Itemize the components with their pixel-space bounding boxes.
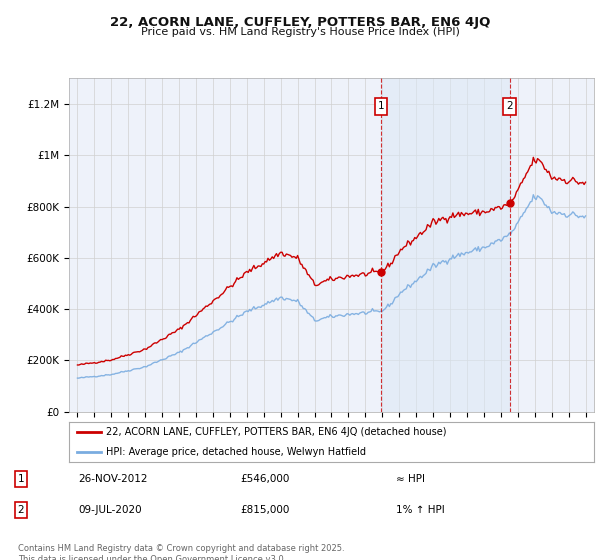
Text: £815,000: £815,000 [240,505,289,515]
Text: 2: 2 [17,505,25,515]
Text: 22, ACORN LANE, CUFFLEY, POTTERS BAR, EN6 4JQ: 22, ACORN LANE, CUFFLEY, POTTERS BAR, EN… [110,16,490,29]
Text: 22, ACORN LANE, CUFFLEY, POTTERS BAR, EN6 4JQ (detached house): 22, ACORN LANE, CUFFLEY, POTTERS BAR, EN… [106,427,446,437]
Text: Contains HM Land Registry data © Crown copyright and database right 2025.
This d: Contains HM Land Registry data © Crown c… [18,544,344,560]
Text: HPI: Average price, detached house, Welwyn Hatfield: HPI: Average price, detached house, Welw… [106,447,366,457]
Text: 1: 1 [17,474,25,484]
Text: 1: 1 [377,101,384,111]
Text: £546,000: £546,000 [240,474,289,484]
Text: Price paid vs. HM Land Registry's House Price Index (HPI): Price paid vs. HM Land Registry's House … [140,27,460,37]
Text: 09-JUL-2020: 09-JUL-2020 [78,505,142,515]
Text: 26-NOV-2012: 26-NOV-2012 [78,474,148,484]
Text: 1% ↑ HPI: 1% ↑ HPI [396,505,445,515]
Bar [381,78,510,412]
Text: ≈ HPI: ≈ HPI [396,474,425,484]
Text: 2: 2 [506,101,513,111]
